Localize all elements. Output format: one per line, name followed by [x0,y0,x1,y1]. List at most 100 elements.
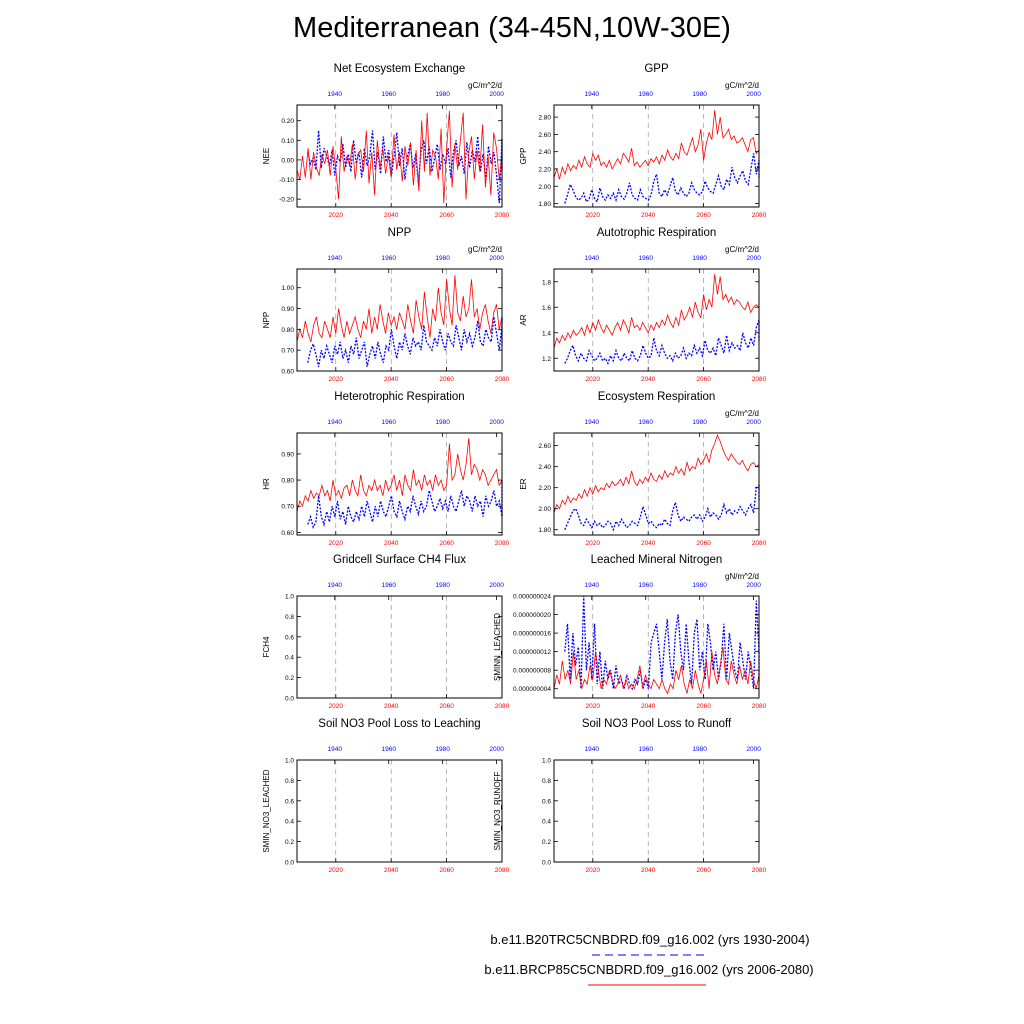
panel-ylabel-autotrophic-respiration: AR [519,314,528,325]
x-top-tick-label: 2000 [746,582,761,589]
series-line-future [296,110,503,204]
panel-title-leached-mineral-nitrogen: Leached Mineral Nitrogen [591,554,723,566]
y-tick-label: 0.0 [542,860,551,867]
y-tick-label: 1.00 [281,285,294,292]
x-top-tick-label: 1980 [692,91,707,98]
y-tick-label: 2.00 [538,506,551,513]
y-tick-label: -0.10 [279,177,294,184]
x-top-tick-label: 1980 [435,91,450,98]
y-tick-label: 1.80 [538,201,551,208]
y-tick-label: 0.2 [542,839,551,846]
panel-ylabel-net-ecosystem-exchange: NEE [262,148,271,164]
x-bottom-tick-label: 2080 [495,212,510,219]
y-tick-label: 2.00 [538,184,551,191]
panel-units-autotrophic-respiration: gC/m^2/d [725,245,759,254]
y-tick-label: 1.4 [542,330,551,337]
y-tick-label: 0.0 [285,696,294,703]
panel-autotrophic-respiration: Autotrophic Respiration gC/m^2/d AR 1.2 1.4 1… [519,227,767,383]
series-line-historical [307,480,503,530]
panel-soil-no3-pool-loss-to-leaching: Soil NO3 Pool Loss to Leaching SMIN_NO3_L… [262,718,510,874]
x-top-tick-label: 2000 [746,746,761,753]
y-tick-label: 0.10 [281,138,294,145]
panel-ylabel-soil-no3-pool-loss-to-leaching: SMIN_NO3_LEACHED [262,769,271,852]
x-bottom-tick-label: 2040 [641,703,656,710]
x-top-tick-label: 1960 [381,746,396,753]
x-top-tick-label: 1940 [328,255,343,262]
panel-title-gridcell-surface-ch4-flux: Gridcell Surface CH4 Flux [333,554,466,566]
x-top-tick-label: 1980 [692,746,707,753]
x-bottom-tick-label: 2080 [495,703,510,710]
panel-title-npp: NPP [388,227,412,239]
y-tick-label: 1.6 [542,305,551,312]
x-top-tick-label: 1940 [585,255,600,262]
x-bottom-tick-label: 2040 [384,540,399,547]
series-line-future [553,274,760,349]
legend-entry-future-swatch [588,984,706,986]
y-tick-label: 1.2 [542,356,551,363]
y-tick-label: 0.6 [285,634,294,641]
x-bottom-tick-label: 2040 [641,540,656,547]
panel-gridcell-surface-ch4-flux: Gridcell Surface CH4 Flux FCH4 0.0 0.2 0.4 0.… [262,554,510,710]
x-top-tick-label: 1980 [692,255,707,262]
y-tick-label: 0.60 [281,530,294,537]
panel-ylabel-ecosystem-respiration: ER [519,478,528,489]
x-top-tick-label: 1940 [585,746,600,753]
y-tick-label: 1.0 [542,758,551,765]
x-top-tick-label: 1980 [692,419,707,426]
panel-frame [553,268,760,372]
y-tick-label: 0.8 [285,778,294,785]
panel-frame [296,595,503,699]
series-line-historical [564,153,760,204]
x-top-tick-label: 1960 [638,746,653,753]
y-tick-label: 0.00 [281,157,294,164]
y-tick-label: 1.8 [542,279,551,286]
x-bottom-tick-label: 2080 [752,867,767,874]
x-top-tick-label: 1940 [328,419,343,426]
x-top-tick-label: 2000 [489,255,504,262]
y-tick-label: 0.6 [285,798,294,805]
y-tick-label: 2.80 [538,115,551,122]
y-tick-label: 0.20 [281,118,294,125]
y-tick-label: 0.8 [542,778,551,785]
y-tick-label: 0.000000004 [513,686,551,693]
y-tick-label: 1.80 [538,527,551,534]
x-top-tick-label: 1940 [585,582,600,589]
panel-heterotrophic-respiration: Heterotrophic Respiration HR 0.60 0.70 0.80 0… [262,391,510,547]
y-tick-label: 0.000000016 [513,631,551,638]
panel-gpp: GPP gC/m^2/d GPP 1.80 2.00 2.20 2.40 2.60 2.80 20… [519,63,767,219]
x-bottom-tick-label: 2060 [439,540,454,547]
x-top-tick-label: 2000 [489,91,504,98]
panel-ecosystem-respiration: Ecosystem Respiration gC/m^2/d ER 1.80 2.00 2… [519,391,767,547]
legend-entry-historical-swatch [592,954,708,956]
y-tick-label: 0.90 [281,306,294,313]
y-tick-label: 1.0 [285,594,294,601]
x-top-tick-label: 1940 [585,419,600,426]
x-bottom-tick-label: 2040 [384,867,399,874]
x-top-tick-label: 2000 [746,255,761,262]
y-tick-label: 0.80 [281,327,294,334]
y-tick-label: 0.90 [281,451,294,458]
panel-title-soil-no3-pool-loss-to-leaching: Soil NO3 Pool Loss to Leaching [318,718,480,730]
panel-ylabel-npp: NPP [262,312,271,328]
x-bottom-tick-label: 2020 [329,376,344,383]
series-line-future [296,438,503,512]
x-bottom-tick-label: 2040 [384,212,399,219]
x-bottom-tick-label: 2060 [439,867,454,874]
series-line-future [553,110,760,180]
y-tick-label: 2.20 [538,166,551,173]
series-line-future [553,433,760,514]
panel-title-heterotrophic-respiration: Heterotrophic Respiration [334,391,464,403]
x-top-tick-label: 2000 [489,746,504,753]
y-tick-label: 0.70 [281,348,294,355]
y-tick-label: 0.4 [285,655,294,662]
x-bottom-tick-label: 2020 [329,703,344,710]
x-bottom-tick-label: 2080 [495,867,510,874]
y-tick-label: 2.20 [538,485,551,492]
x-bottom-tick-label: 2080 [495,540,510,547]
panel-title-gpp: GPP [644,63,669,75]
x-top-tick-label: 1960 [638,255,653,262]
panel-title-autotrophic-respiration: Autotrophic Respiration [597,227,717,239]
x-top-tick-label: 2000 [746,419,761,426]
panel-frame [296,268,503,372]
